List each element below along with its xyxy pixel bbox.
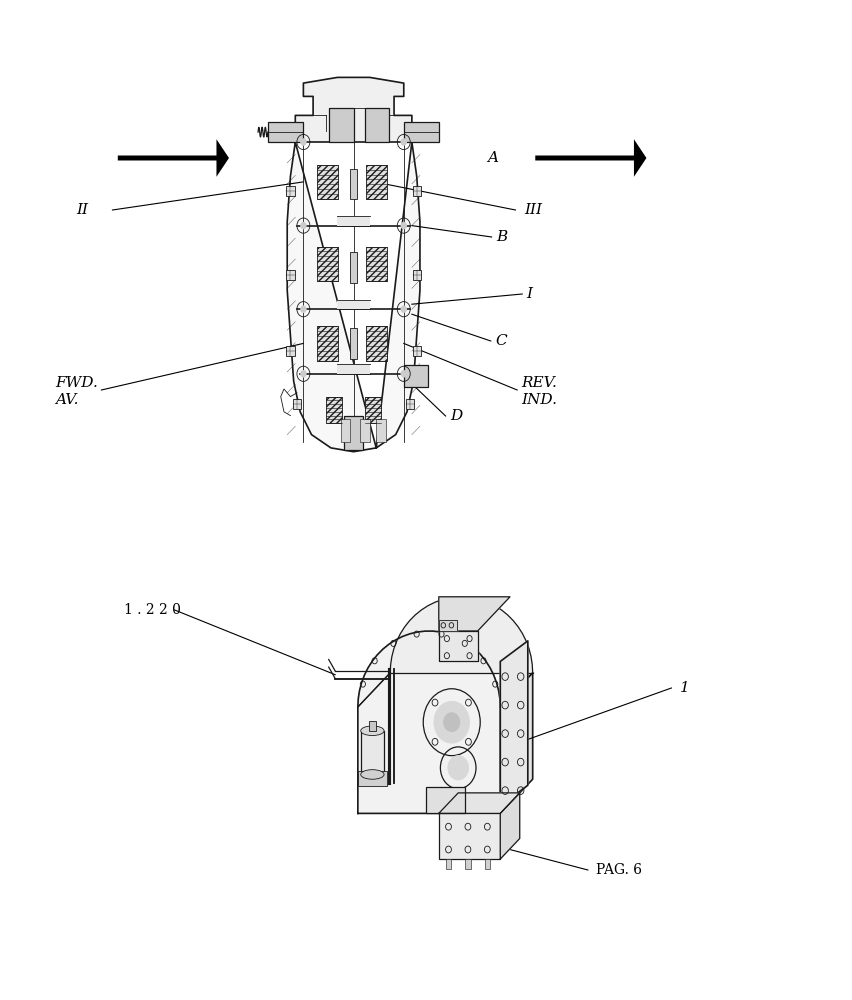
Bar bbox=[446, 859, 451, 868]
Ellipse shape bbox=[360, 770, 384, 779]
Polygon shape bbox=[439, 620, 457, 631]
Polygon shape bbox=[287, 142, 420, 452]
Text: C: C bbox=[495, 334, 507, 348]
Circle shape bbox=[300, 138, 307, 146]
Polygon shape bbox=[439, 793, 520, 813]
Polygon shape bbox=[296, 77, 412, 142]
Text: AV.: AV. bbox=[55, 393, 79, 407]
Bar bbox=[349, 252, 358, 283]
Text: REV.: REV. bbox=[521, 376, 557, 390]
Bar bbox=[366, 326, 388, 360]
Text: I: I bbox=[527, 287, 532, 301]
Bar bbox=[344, 416, 363, 450]
Bar bbox=[268, 122, 303, 142]
Bar bbox=[349, 328, 358, 359]
Bar bbox=[337, 216, 370, 226]
Bar bbox=[349, 169, 358, 199]
Bar bbox=[365, 108, 389, 142]
Polygon shape bbox=[439, 631, 478, 661]
Bar bbox=[404, 122, 440, 142]
Bar bbox=[360, 419, 370, 442]
Text: III: III bbox=[524, 203, 542, 217]
Bar bbox=[316, 326, 337, 360]
Text: B: B bbox=[496, 230, 507, 244]
Bar bbox=[366, 165, 388, 199]
Polygon shape bbox=[500, 673, 532, 813]
Bar bbox=[286, 346, 295, 356]
Text: II: II bbox=[77, 203, 89, 217]
Bar bbox=[337, 364, 370, 374]
Bar bbox=[465, 859, 470, 868]
Bar bbox=[412, 270, 421, 280]
Bar bbox=[329, 108, 354, 142]
Bar bbox=[286, 270, 295, 280]
Bar bbox=[406, 399, 414, 409]
Polygon shape bbox=[358, 631, 500, 813]
Bar bbox=[286, 186, 295, 196]
Circle shape bbox=[300, 222, 307, 229]
Circle shape bbox=[400, 370, 407, 378]
Bar bbox=[426, 787, 464, 813]
Bar bbox=[412, 346, 421, 356]
Bar bbox=[366, 246, 388, 281]
Bar bbox=[293, 399, 301, 409]
Text: FWD.: FWD. bbox=[55, 376, 98, 390]
Circle shape bbox=[434, 701, 469, 743]
Bar bbox=[316, 165, 337, 199]
Polygon shape bbox=[500, 793, 520, 859]
Text: IND.: IND. bbox=[521, 393, 557, 407]
Circle shape bbox=[400, 305, 407, 313]
Circle shape bbox=[400, 222, 407, 229]
Bar bbox=[439, 813, 500, 859]
Text: D: D bbox=[450, 409, 462, 423]
Polygon shape bbox=[439, 597, 510, 631]
Bar bbox=[316, 246, 337, 281]
Bar bbox=[341, 419, 350, 442]
Circle shape bbox=[300, 305, 307, 313]
Bar bbox=[377, 419, 386, 442]
Text: A: A bbox=[487, 151, 498, 165]
Polygon shape bbox=[390, 597, 532, 673]
Text: 1 . 2 2 0: 1 . 2 2 0 bbox=[124, 603, 181, 617]
Text: 1: 1 bbox=[680, 681, 689, 695]
Bar bbox=[369, 721, 377, 731]
Polygon shape bbox=[500, 641, 528, 806]
Bar bbox=[365, 397, 381, 423]
Circle shape bbox=[448, 756, 469, 780]
Circle shape bbox=[444, 713, 460, 732]
Bar bbox=[337, 300, 370, 309]
Bar bbox=[360, 731, 384, 774]
Bar bbox=[358, 771, 388, 786]
Bar bbox=[326, 397, 343, 423]
Circle shape bbox=[400, 138, 407, 146]
Text: PAG. 6: PAG. 6 bbox=[596, 863, 642, 877]
Ellipse shape bbox=[360, 726, 384, 736]
Bar bbox=[485, 859, 490, 868]
Circle shape bbox=[300, 370, 307, 378]
Bar bbox=[412, 186, 421, 196]
Bar bbox=[404, 365, 428, 387]
